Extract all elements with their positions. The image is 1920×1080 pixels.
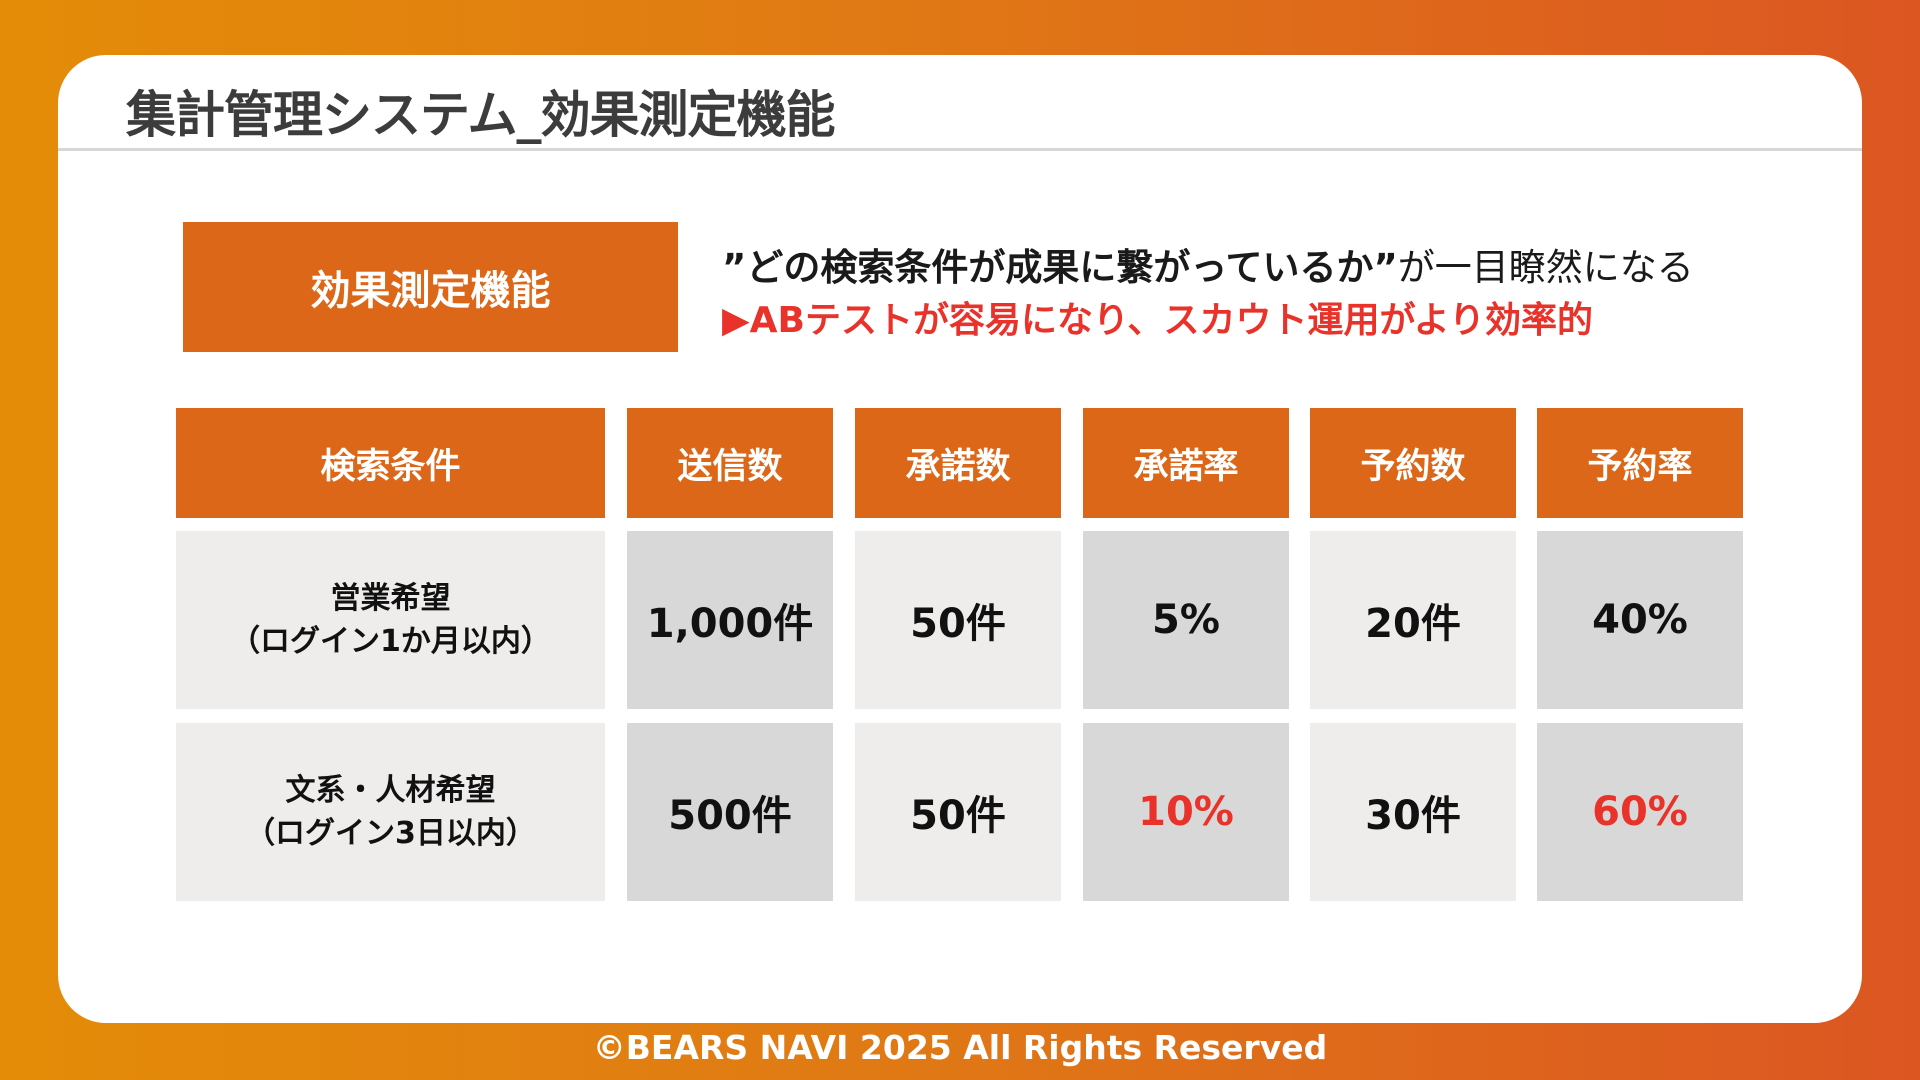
tagline-main: ”どの検索条件が成果に繋がっているか”が一目瞭然になる <box>722 237 1694 291</box>
table-row-1-condition: 営業希望 （ログイン1か月以内） <box>176 531 605 709</box>
table-row-2-condition: 文系・人材希望 （ログイン3日以内） <box>176 723 605 901</box>
table-row-2-accepted: 50件 <box>855 723 1061 901</box>
condition-line1: 文系・人材希望 <box>285 772 496 808</box>
table-header-condition: 検索条件 <box>176 408 605 518</box>
title-divider <box>58 148 1862 151</box>
table-header-sent: 送信数 <box>627 408 833 518</box>
table-row-2-reservation-rate: 60% <box>1537 723 1743 901</box>
copyright-footer: ©BEARS NAVI 2025 All Rights Reserved <box>592 1028 1328 1067</box>
feature-label: 効果測定機能 <box>310 268 551 314</box>
table-row-1-accept-rate: 5% <box>1083 531 1289 709</box>
table-row-1-sent: 1,000件 <box>627 531 833 709</box>
table-row-1-accepted: 50件 <box>855 531 1061 709</box>
tagline-highlight: ▶ABテストが容易になり、スカウト運用がより効率的 <box>722 300 1594 341</box>
table-header-accept-rate: 承諾率 <box>1083 408 1289 518</box>
table-row-2-sent: 500件 <box>627 723 833 901</box>
condition-line2: （ログイン1か月以内） <box>230 624 551 659</box>
condition-line2: （ログイン3日以内） <box>245 816 536 851</box>
condition-line1: 営業希望 <box>330 580 451 616</box>
table-row-1-reservations: 20件 <box>1310 531 1516 709</box>
table-header-reservation-rate: 予約率 <box>1537 408 1743 518</box>
tagline-suffix: が一目瞭然になる <box>1397 246 1694 289</box>
tagline-quote: ”どの検索条件が成果に繋がっているか” <box>722 246 1398 289</box>
table-row-2-reservations: 30件 <box>1310 723 1516 901</box>
slide-card: 集計管理システム_効果測定機能 効果測定機能 ”どの検索条件が成果に繋がっている… <box>58 55 1862 1023</box>
feature-label-box: 効果測定機能 <box>183 222 678 352</box>
table-row-1-reservation-rate: 40% <box>1537 531 1743 709</box>
table-header-reservations: 予約数 <box>1310 408 1516 518</box>
table-row-2-accept-rate: 10% <box>1083 723 1289 901</box>
table-header-accepted: 承諾数 <box>855 408 1061 518</box>
page-title: 集計管理システム_効果測定機能 <box>126 86 835 144</box>
